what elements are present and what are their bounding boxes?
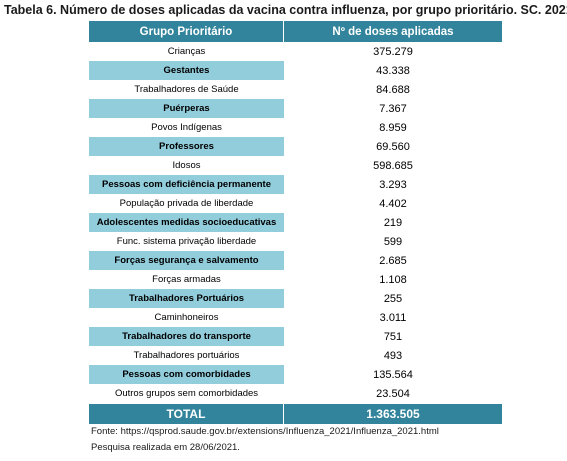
- doses-cell: 23.504: [376, 387, 410, 400]
- group-cell: Puérperas: [89, 99, 284, 118]
- group-cell: Caminhoneiros: [89, 308, 284, 327]
- doses-cell: 2.685: [379, 254, 407, 267]
- header-doses: Nº de doses aplicadas: [284, 21, 502, 42]
- group-cell: Trabalhadores do transporte: [89, 327, 284, 346]
- header-group: Grupo Prioritário: [89, 21, 284, 42]
- doses-cell: 84.688: [376, 83, 410, 96]
- table-row: Povos Indígenas 8.959: [89, 118, 502, 137]
- doses-cell: 599: [383, 235, 403, 248]
- group-cell: Idosos: [89, 156, 284, 175]
- table-row: Idosos 598.685: [89, 156, 502, 175]
- table-notes: Fonte: https://qsprod.saude.gov.br/exten…: [91, 424, 439, 456]
- doses-cell: 8.959: [379, 121, 407, 134]
- total-row: TOTAL 1.363.505: [89, 404, 502, 424]
- group-cell: Pessoas com comorbidades: [89, 365, 284, 384]
- total-label: TOTAL: [89, 404, 284, 424]
- doses-cell: 375.279: [373, 45, 413, 58]
- group-cell: Povos Indígenas: [89, 118, 284, 137]
- table-row: Adolescentes medidas socioeducativas 219: [89, 213, 502, 232]
- table-row: Trabalhadores portuários 493: [89, 346, 502, 365]
- table-row: Func. sistema privação liberdade 599: [89, 232, 502, 251]
- table-row: Trabalhadores de Saúde 84.688: [89, 80, 502, 99]
- table-row: Professores 69.560: [89, 137, 502, 156]
- total-value: 1.363.505: [284, 404, 502, 424]
- doses-cell: 751: [383, 330, 403, 343]
- table-row: Crianças 375.279: [89, 42, 502, 61]
- table-row: Outros grupos sem comorbidades 23.504: [89, 384, 502, 403]
- source-note: Fonte: https://qsprod.saude.gov.br/exten…: [91, 426, 439, 437]
- group-cell: Forças segurança e salvamento: [89, 251, 284, 270]
- doses-cell: 135.564: [373, 368, 413, 381]
- table-row: Puérperas 7.367: [89, 99, 502, 118]
- doses-cell: 219: [383, 216, 403, 229]
- group-cell: Outros grupos sem comorbidades: [89, 384, 284, 403]
- group-cell: Professores: [89, 137, 284, 156]
- doses-cell: 3.293: [379, 178, 407, 191]
- doses-cell: 1.108: [379, 273, 407, 286]
- doses-cell: 598.685: [373, 159, 413, 172]
- table-row: Gestantes 43.338: [89, 61, 502, 80]
- table-row: Pessoas com deficiência permanente 3.293: [89, 175, 502, 194]
- table-row: Caminhoneiros 3.011: [89, 308, 502, 327]
- table-title: Tabela 6. Número de doses aplicadas da v…: [4, 3, 567, 17]
- doses-cell: 4.402: [379, 197, 407, 210]
- group-cell: Trabalhadores portuários: [89, 346, 284, 365]
- group-cell: Crianças: [89, 42, 284, 61]
- doses-cell: 3.011: [379, 311, 407, 324]
- doses-cell: 43.338: [376, 64, 410, 77]
- group-cell: Func. sistema privação liberdade: [89, 232, 284, 251]
- table-row: Pessoas com comorbidades 135.564: [89, 365, 502, 384]
- doses-table: Grupo Prioritário Nº de doses aplicadas …: [89, 21, 502, 424]
- doses-cell: 69.560: [376, 140, 410, 153]
- group-cell: Pessoas com deficiência permanente: [89, 175, 284, 194]
- doses-cell: 255: [383, 292, 403, 305]
- doses-cell: 493: [383, 349, 403, 362]
- table-header: Grupo Prioritário Nº de doses aplicadas: [89, 21, 502, 42]
- group-cell: Trabalhadores Portuários: [89, 289, 284, 308]
- table-body: Crianças 375.279 Gestantes 43.338 Trabalhado…: [89, 42, 502, 403]
- date-note: Pesquisa realizada em 28/06/2021.: [91, 442, 240, 453]
- table-row: População privada de liberdade 4.402: [89, 194, 502, 213]
- group-cell: Trabalhadores de Saúde: [89, 80, 284, 99]
- table-row: Trabalhadores Portuários 255: [89, 289, 502, 308]
- table-row: Forças armadas 1.108: [89, 270, 502, 289]
- group-cell: População privada de liberdade: [89, 194, 284, 213]
- table-row: Forças segurança e salvamento 2.685: [89, 251, 502, 270]
- group-cell: Forças armadas: [89, 270, 284, 289]
- table-row: Trabalhadores do transporte 751: [89, 327, 502, 346]
- group-cell: Gestantes: [89, 61, 284, 80]
- doses-cell: 7.367: [379, 102, 407, 115]
- group-cell: Adolescentes medidas socioeducativas: [89, 213, 284, 232]
